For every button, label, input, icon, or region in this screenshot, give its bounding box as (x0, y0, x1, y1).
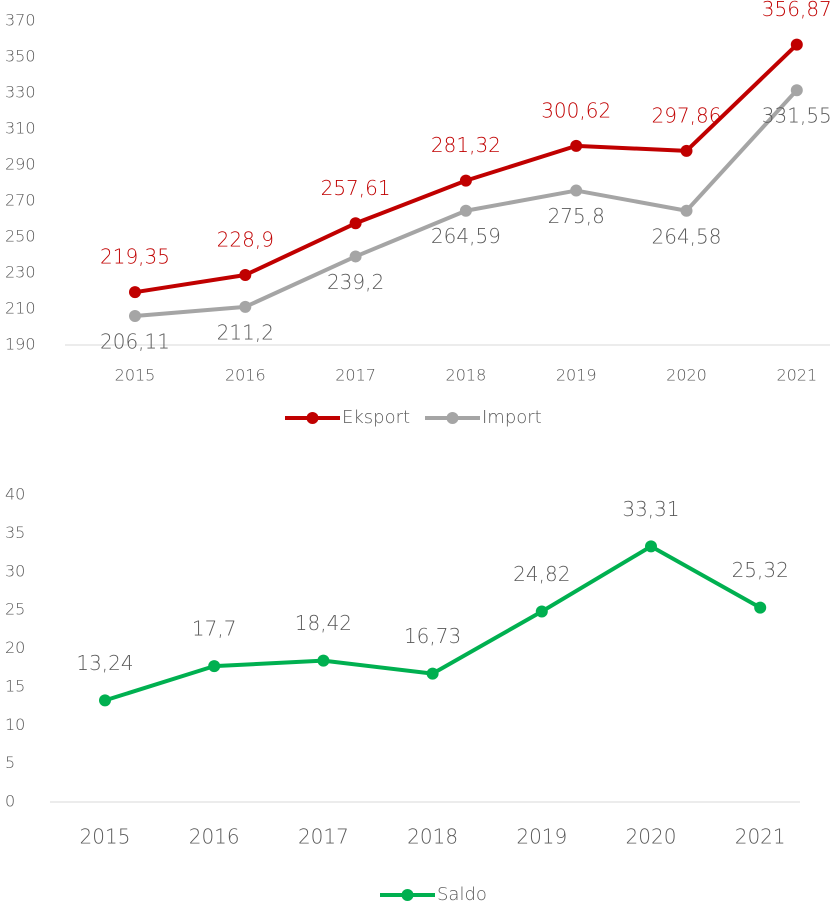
data-point (349, 217, 362, 230)
data-label: 24,82 (513, 562, 570, 586)
y-tick-label: 290 (5, 155, 36, 174)
x-tick-label: 2019 (516, 825, 567, 849)
data-label: 356,87 (762, 0, 832, 21)
data-label: 17,7 (192, 617, 237, 641)
y-tick-label: 370 (5, 11, 36, 30)
x-tick-label: 2020 (666, 366, 707, 385)
data-label: 239,2 (327, 270, 384, 294)
x-tick-label: 2016 (225, 366, 266, 385)
x-tick-label: 2016 (189, 825, 240, 849)
legend-marker (401, 889, 414, 901)
data-point (129, 286, 141, 299)
data-label: 281,32 (431, 133, 501, 157)
data-point (680, 204, 693, 217)
data-label: 228,9 (217, 227, 274, 251)
data-label: 13,24 (76, 651, 133, 675)
line-chart: 190 210 230 250 270 290 310 330 350 370 2015 2016 20… (5, 0, 832, 428)
data-label: 18,42 (295, 611, 352, 635)
y-tick-label: 210 (5, 299, 36, 318)
data-label: 264,59 (431, 224, 501, 248)
data-point (349, 250, 362, 263)
y-tick-label: 350 (5, 47, 36, 66)
line-chart: 0 5 10 15 20 25 30 35 40 2015 2016 2017 2018 2019 2020… (5, 485, 800, 905)
y-tick-label: 10 (5, 715, 25, 734)
legend-marker (446, 412, 459, 424)
legend-marker (306, 412, 319, 424)
data-label: 331,55 (762, 104, 832, 128)
x-tick-label: 2021 (776, 366, 817, 385)
x-tick-label: 2017 (298, 825, 349, 849)
data-label: 257,61 (321, 176, 391, 200)
data-label: 16,73 (404, 624, 461, 648)
data-label: 211,2 (217, 320, 274, 344)
data-point (208, 660, 221, 673)
y-tick-label: 20 (5, 638, 25, 657)
data-label: 206,11 (100, 330, 170, 354)
data-point (790, 38, 803, 51)
legend-label: Eksport (342, 407, 410, 428)
y-tick-label: 310 (5, 119, 36, 138)
series-line (134, 43, 799, 295)
y-tick-label: 230 (5, 263, 36, 282)
data-label: 25,32 (732, 558, 789, 582)
x-tick-label: 2015 (80, 825, 131, 849)
data-point (459, 174, 472, 187)
data-point (645, 540, 657, 553)
x-tick-label: 2019 (556, 366, 597, 385)
data-label: 33,31 (622, 497, 679, 521)
y-tick-label: 0 (5, 792, 15, 811)
x-tick-label: 2017 (335, 366, 376, 385)
x-tick-label: 2018 (446, 366, 487, 385)
data-point (239, 300, 252, 313)
y-tick-label: 35 (5, 523, 25, 542)
data-label: 275,8 (548, 204, 605, 228)
data-point (570, 139, 583, 152)
data-point (426, 667, 439, 680)
legend-label: Saldo (437, 884, 487, 905)
data-point (239, 268, 252, 281)
y-tick-label: 25 (5, 600, 25, 619)
y-tick-label: 40 (5, 485, 25, 504)
data-label: 264,58 (652, 224, 722, 248)
data-point (570, 184, 583, 197)
data-point (754, 601, 767, 614)
data-label: 219,35 (100, 245, 170, 269)
y-tick-label: 15 (5, 676, 25, 695)
data-label: 297,86 (652, 103, 722, 127)
data-point (317, 654, 330, 667)
data-point (790, 84, 803, 97)
data-label: 300,62 (541, 98, 611, 122)
y-tick-label: 330 (5, 83, 36, 102)
data-point (535, 605, 548, 618)
x-tick-label: 2015 (115, 366, 156, 385)
data-point (129, 310, 141, 323)
x-tick-label: 2021 (735, 825, 786, 849)
y-tick-label: 190 (5, 335, 36, 354)
y-tick-label: 5 (5, 753, 15, 772)
y-tick-label: 30 (5, 561, 25, 580)
x-tick-label: 2020 (626, 825, 677, 849)
data-point (459, 204, 472, 217)
legend-label: Import (482, 407, 542, 428)
y-tick-label: 250 (5, 227, 36, 246)
y-tick-label: 270 (5, 191, 36, 210)
data-point (680, 144, 693, 157)
x-tick-label: 2018 (407, 825, 458, 849)
data-point (99, 694, 111, 707)
